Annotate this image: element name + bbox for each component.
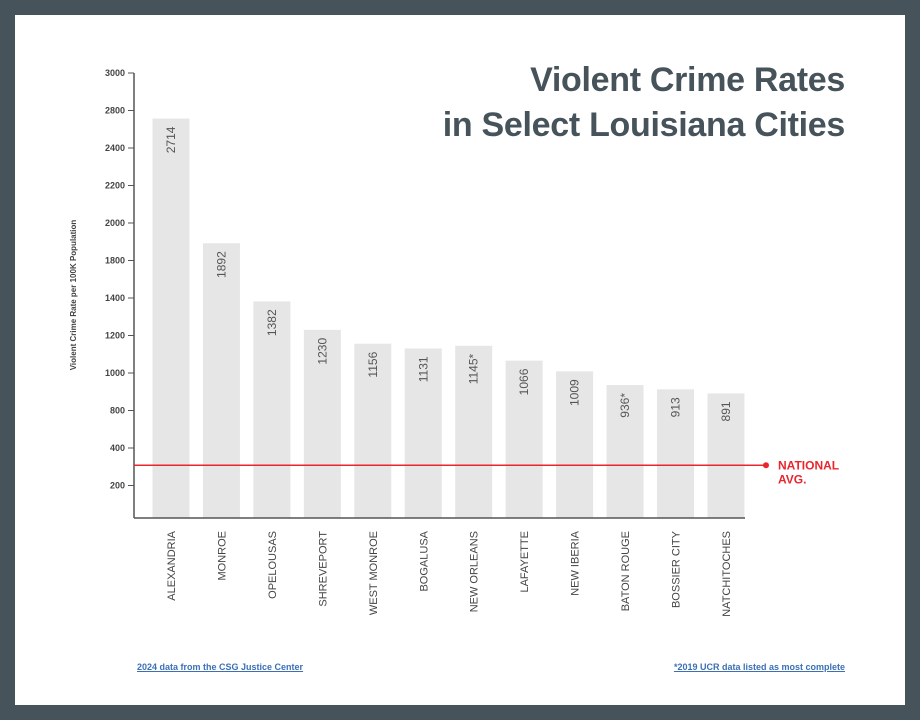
x-tick-label: BOGALUSA bbox=[418, 530, 430, 591]
data-label: 913 bbox=[669, 397, 683, 417]
title-line-2: in Select Louisiana Cities bbox=[442, 106, 846, 144]
y-tick-label: 2000 bbox=[105, 218, 125, 228]
bar bbox=[202, 243, 240, 518]
bar bbox=[657, 389, 694, 518]
x-tick-label: MONROE bbox=[216, 531, 228, 581]
data-label: 2714 bbox=[164, 126, 178, 153]
data-label: 1382 bbox=[265, 309, 279, 336]
y-tick-label: 1800 bbox=[105, 256, 125, 266]
national-average-marker bbox=[763, 462, 769, 469]
national-average-label: NATIONAL bbox=[778, 458, 839, 472]
bar bbox=[606, 385, 644, 518]
y-tick-label: 1400 bbox=[105, 293, 125, 303]
data-label: 1156 bbox=[366, 351, 380, 377]
bar bbox=[354, 343, 392, 518]
x-tick-label: SHREVEPORT bbox=[317, 531, 329, 607]
x-tick-label: BATON ROUGE bbox=[620, 531, 632, 611]
x-tick-label: BOSSIER CITY bbox=[671, 530, 683, 608]
bar bbox=[707, 393, 745, 518]
y-tick-label: 1200 bbox=[105, 331, 125, 341]
source-link[interactable]: 2024 data from the CSG Justice Center bbox=[137, 662, 304, 672]
x-tick-label: WEST MONROE bbox=[368, 531, 380, 615]
data-label: 1066 bbox=[517, 368, 531, 395]
data-label: 891 bbox=[719, 401, 733, 421]
title-line-1: Violent Crime Rates bbox=[530, 61, 845, 99]
x-tick-label: OPELOUSAS bbox=[267, 531, 279, 599]
bar bbox=[152, 118, 190, 518]
bar bbox=[556, 371, 594, 518]
y-tick-label: 2800 bbox=[105, 106, 125, 116]
y-tick-label: 3000 bbox=[105, 68, 125, 78]
x-tick-label: NEW ORLEANS bbox=[469, 531, 481, 612]
bar bbox=[455, 345, 493, 518]
y-tick-label: 1000 bbox=[105, 368, 125, 378]
bar bbox=[404, 348, 442, 518]
bar bbox=[303, 329, 341, 518]
chart-title: Violent Crime Rates in Select Louisiana … bbox=[442, 58, 846, 148]
y-tick-label: 2200 bbox=[105, 181, 125, 191]
data-label: 936* bbox=[618, 393, 632, 418]
x-tick-label: ALEXANDRIA bbox=[166, 530, 178, 600]
y-tick-label: 400 bbox=[110, 443, 125, 453]
x-tick-label: NEW IBERIA bbox=[570, 530, 582, 595]
y-axis-label: Violent Crime Rate per 100K Population bbox=[69, 220, 78, 371]
bar bbox=[253, 301, 291, 518]
y-tick-label: 800 bbox=[110, 406, 125, 416]
bar bbox=[505, 360, 543, 518]
data-label: 1145* bbox=[467, 353, 481, 384]
x-tick-label: LAFAYETTE bbox=[519, 531, 531, 593]
national-average-label: AVG. bbox=[778, 472, 806, 486]
data-label: 1009 bbox=[568, 379, 582, 406]
footnote-link[interactable]: *2019 UCR data listed as most complete bbox=[673, 662, 845, 672]
data-label: 1892 bbox=[214, 251, 228, 278]
data-label: 1131 bbox=[416, 356, 430, 382]
y-tick-label: 2400 bbox=[105, 143, 125, 153]
y-tick-label: 200 bbox=[110, 481, 125, 491]
x-tick-label: NATCHITOCHES bbox=[721, 531, 733, 617]
data-label: 1230 bbox=[315, 338, 329, 365]
